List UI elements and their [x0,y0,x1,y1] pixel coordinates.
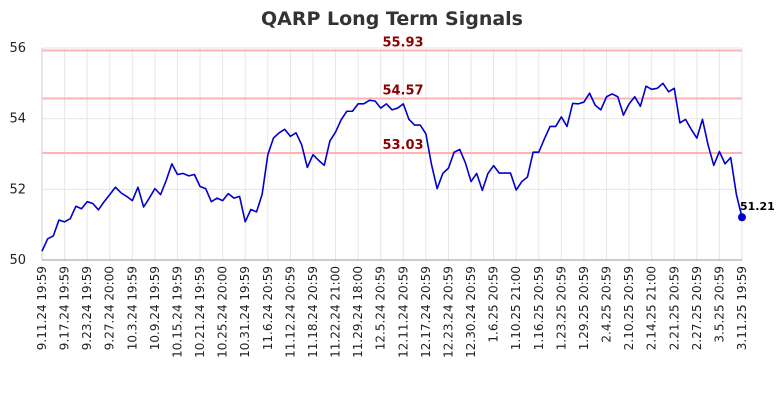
x-tick-label: 2.27.25 20:59 [690,266,704,350]
x-tick-label: 1.23.25 20:59 [554,266,568,350]
x-tick-label: 10.25.24 20:00 [216,266,230,358]
y-tick-label: 56 [9,41,26,56]
x-tick-label: 2.14.25 21:00 [645,266,659,350]
reference-line-label: 53.03 [382,138,423,153]
y-tick-label: 50 [9,253,26,268]
y-tick-label: 52 [9,182,26,197]
x-tick-label: 11.12.24 20:59 [283,266,297,358]
x-tick-label: 12.17.24 20:59 [419,266,433,358]
grid [41,47,743,261]
reference-lines: 55.93 54.57 53.03 [42,35,742,154]
reference-line-label: 55.93 [382,35,423,50]
x-tick-label: 10.21.24 19:59 [193,266,207,358]
x-tick-label: 10.15.24 19:59 [170,266,184,358]
x-tick-label: 12.23.24 20:59 [441,266,455,358]
x-tick-label: 10.9.24 19:59 [148,266,162,350]
x-tick-label: 9.17.24 19:59 [58,266,72,350]
x-tick-label: 12.11.24 20:59 [396,266,410,358]
series-line [41,82,743,252]
x-tick-label: 11.29.24 18:00 [351,266,365,358]
y-axis: 50 52 54 56 [9,41,43,268]
x-tick-label: 12.5.24 20:59 [374,266,388,350]
x-axis: 9.11.24 19:59 9.17.24 19:59 9.23.24 19:59 9… [35,259,749,358]
x-tick-label: 9.23.24 19:59 [80,266,94,350]
x-tick-label: 9.27.24 20:00 [103,266,117,350]
x-tick-label: 3.11.25 19:59 [735,266,749,350]
x-tick-label: 11.18.24 20:59 [306,266,320,358]
reference-line-label: 54.57 [382,84,423,99]
last-value-label: 51.21 [740,200,775,213]
series: 51.21 [41,82,775,252]
x-tick-label: 10.3.24 19:59 [125,266,139,350]
last-point-marker [738,213,746,222]
x-tick-label: 11.22.24 21:00 [329,266,343,358]
y-tick-label: 54 [9,112,26,127]
x-tick-label: 2.10.25 20:59 [622,266,636,350]
x-tick-label: 2.21.25 20:59 [667,266,681,350]
x-tick-label: 1.16.25 20:59 [532,266,546,350]
x-tick-label: 10.31.24 19:59 [238,266,252,358]
chart-title: QARP Long Term Signals [261,8,523,30]
x-tick-label: 11.6.24 20:59 [261,266,275,350]
x-tick-label: 1.29.25 20:59 [577,266,591,350]
x-tick-label: 2.4.25 20:59 [600,266,614,343]
x-tick-label: 1.6.25 20:59 [487,266,501,343]
x-tick-label: 9.11.24 19:59 [35,266,49,350]
x-tick-label: 12.30.24 20:59 [464,266,478,358]
x-tick-label: 3.5.25 20:59 [712,266,726,343]
x-tick-label: 1.10.25 21:00 [509,266,523,350]
